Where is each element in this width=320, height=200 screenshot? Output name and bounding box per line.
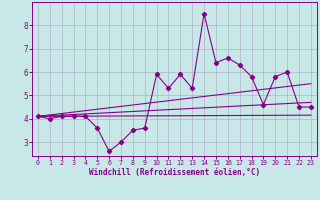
X-axis label: Windchill (Refroidissement éolien,°C): Windchill (Refroidissement éolien,°C)	[89, 168, 260, 177]
